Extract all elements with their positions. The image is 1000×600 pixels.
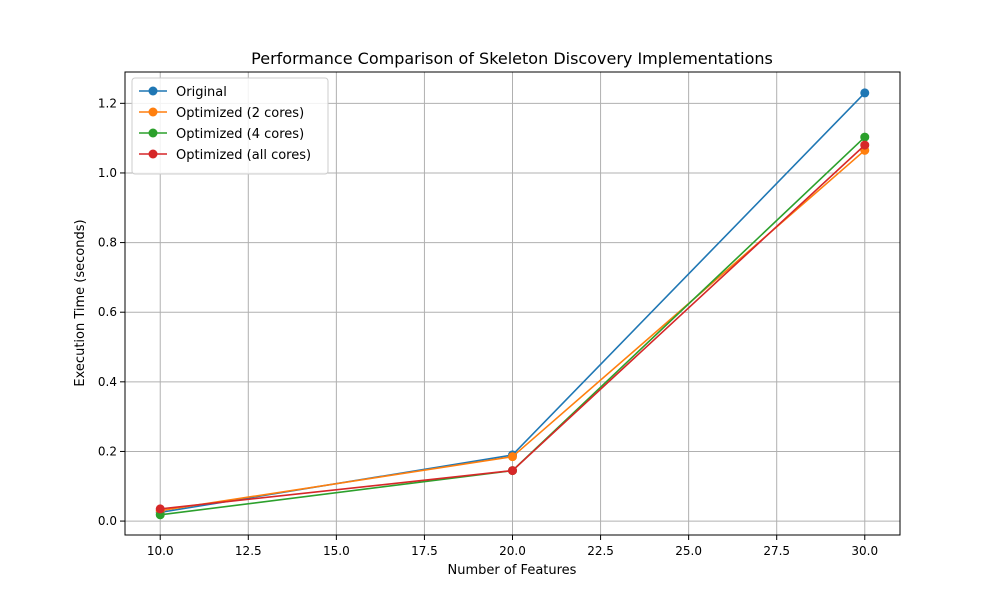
legend-item: Optimized (4 cores) bbox=[139, 127, 304, 142]
x-tick-label: 20.0 bbox=[499, 544, 526, 558]
data-point bbox=[508, 466, 517, 476]
data-point bbox=[860, 88, 870, 98]
y-tick-label: 1.0 bbox=[98, 166, 117, 180]
x-tick-label: 10.0 bbox=[147, 544, 174, 558]
y-tick-label: 0.4 bbox=[98, 375, 117, 389]
legend-marker bbox=[148, 86, 158, 96]
legend-marker bbox=[148, 149, 158, 159]
y-tick-label: 1.2 bbox=[98, 96, 117, 110]
legend-label: Optimized (all cores) bbox=[176, 148, 311, 163]
y-tick-label: 0.0 bbox=[98, 514, 117, 528]
legend-box bbox=[131, 77, 329, 175]
x-tick-label: 17.5 bbox=[411, 544, 438, 558]
x-tick-label: 15.0 bbox=[323, 544, 350, 558]
series-layer bbox=[155, 88, 870, 520]
y-tick-label: 0.8 bbox=[98, 236, 117, 250]
data-point bbox=[508, 452, 517, 462]
series-4 bbox=[155, 140, 870, 514]
x-tick-label: 25.0 bbox=[675, 544, 702, 558]
chart-title: Performance Comparison of Skeleton Disco… bbox=[251, 49, 773, 68]
legend-marker bbox=[148, 128, 158, 138]
x-tick-label: 12.5 bbox=[235, 544, 262, 558]
legend-label: Original bbox=[176, 85, 227, 100]
y-axis-label: Execution Time (seconds) bbox=[73, 219, 88, 386]
x-tick-label: 27.5 bbox=[763, 544, 790, 558]
legend-item: Optimized (2 cores) bbox=[139, 106, 304, 121]
x-tick-label: 22.5 bbox=[587, 544, 614, 558]
legend-item: Original bbox=[139, 85, 227, 100]
axes: 10.0 12.5 15.0 17.5 20.0 22.5 25.0 27.5 30.0 0.0 0… bbox=[98, 96, 878, 558]
legend-marker bbox=[148, 107, 158, 117]
x-tick-label: 30.0 bbox=[851, 544, 878, 558]
y-tick-label: 0.2 bbox=[98, 444, 117, 458]
legend-label: Optimized (4 cores) bbox=[176, 127, 304, 142]
x-axis-label: Number of Features bbox=[448, 563, 577, 578]
y-tick-label: 0.6 bbox=[98, 305, 117, 319]
legend-label: Optimized (2 cores) bbox=[176, 106, 304, 121]
data-point bbox=[860, 140, 870, 150]
legend-item: Optimized (all cores) bbox=[139, 148, 311, 163]
data-point bbox=[155, 504, 165, 514]
data-point bbox=[860, 132, 870, 142]
legend: Original Optimized (2 cores) Optimized (4 … bbox=[131, 77, 329, 175]
